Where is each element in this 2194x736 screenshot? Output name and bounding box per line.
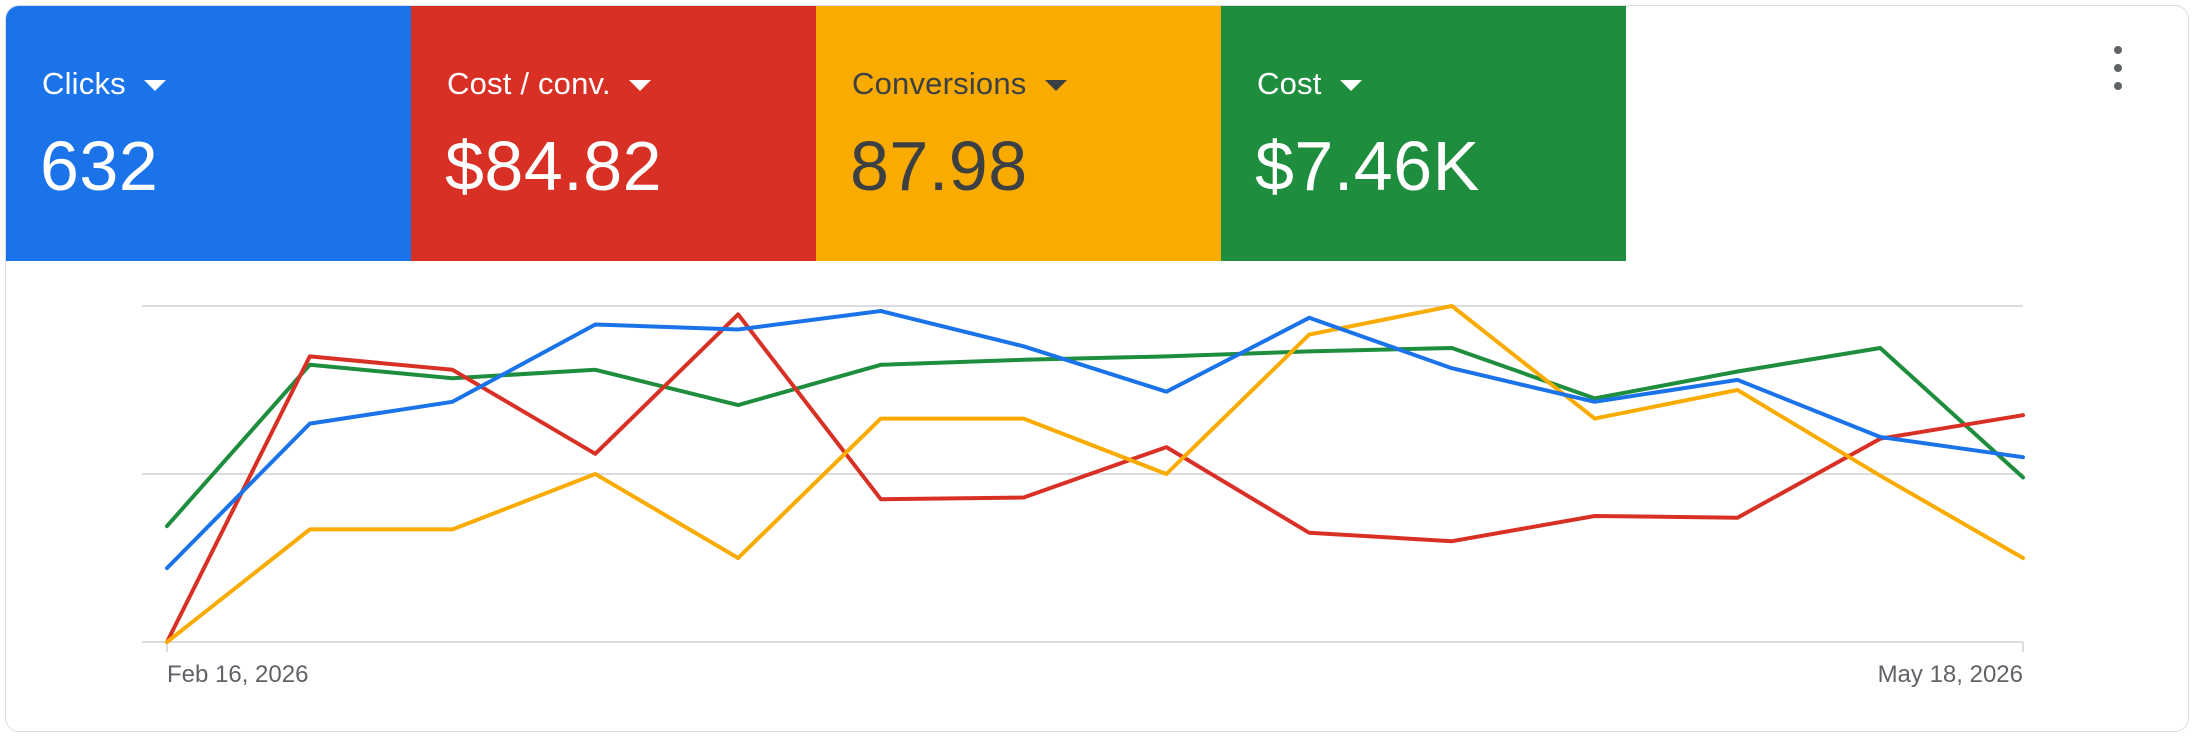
metric-selector-row: Clicks 632 Cost / conv. $84.82 Conversio… bbox=[6, 6, 1626, 261]
metric-label: Conversions bbox=[852, 66, 1027, 101]
caret-down-icon[interactable] bbox=[628, 79, 651, 91]
metric-header[interactable]: Cost bbox=[1257, 66, 1362, 102]
metric-value: 632 bbox=[40, 127, 159, 205]
metric-value: 87.98 bbox=[850, 127, 1028, 205]
metric-tile-cost[interactable]: Cost $7.46K bbox=[1221, 6, 1626, 261]
chart-x-axis: Feb 16, 2026 May 18, 2026 bbox=[167, 661, 2023, 688]
metric-header[interactable]: Conversions bbox=[852, 66, 1067, 102]
metric-value: $7.46K bbox=[1255, 127, 1480, 205]
caret-down-icon[interactable] bbox=[1339, 79, 1362, 91]
performance-line-chart: Feb 16, 2026 May 18, 2026 bbox=[142, 304, 2025, 688]
metric-header[interactable]: Clicks bbox=[42, 66, 166, 102]
metric-tile-clicks[interactable]: Clicks 632 bbox=[6, 6, 411, 261]
metric-label: Cost bbox=[1257, 66, 1322, 101]
chart-series bbox=[165, 304, 2025, 644]
more-vert-icon[interactable] bbox=[2106, 44, 2130, 92]
metric-label: Cost / conv. bbox=[447, 66, 611, 101]
chart-gridlines bbox=[142, 305, 2024, 652]
x-tick-label-start: Feb 16, 2026 bbox=[167, 661, 308, 688]
series-line-cost-per-conversion bbox=[165, 312, 2025, 644]
caret-down-icon[interactable] bbox=[1044, 79, 1067, 91]
x-tick-label-end: May 18, 2026 bbox=[1878, 661, 2023, 688]
series-line-cost bbox=[165, 346, 2025, 529]
metric-label: Clicks bbox=[42, 66, 126, 101]
series-line-clicks bbox=[165, 309, 2025, 571]
metric-value: $84.82 bbox=[445, 127, 663, 205]
series-line-conversions bbox=[165, 304, 2025, 644]
performance-card: Clicks 632 Cost / conv. $84.82 Conversio… bbox=[5, 5, 2189, 732]
metric-tile-conversions[interactable]: Conversions 87.98 bbox=[816, 6, 1221, 261]
caret-down-icon[interactable] bbox=[143, 79, 166, 91]
metric-header[interactable]: Cost / conv. bbox=[447, 66, 651, 102]
metric-tile-cost-per-conversion[interactable]: Cost / conv. $84.82 bbox=[411, 6, 816, 261]
